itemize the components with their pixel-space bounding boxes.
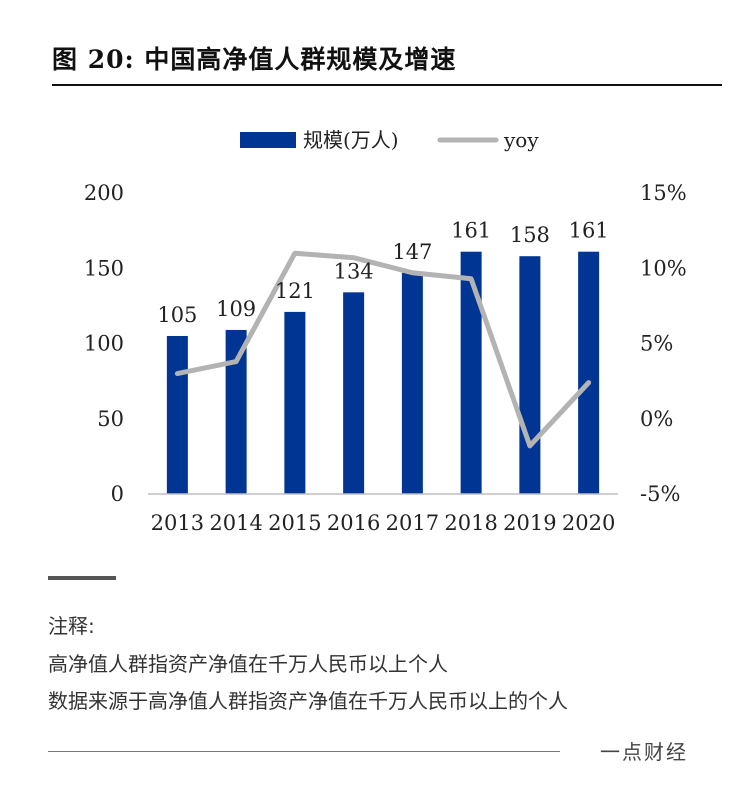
x-axis-tick-label: 2019 bbox=[503, 511, 556, 535]
bar bbox=[519, 256, 541, 494]
data-label: 121 bbox=[275, 279, 315, 303]
data-label: 105 bbox=[157, 303, 197, 327]
left-axis-tick-label: 0 bbox=[111, 482, 124, 506]
legend-bar-swatch bbox=[240, 132, 296, 148]
data-label: 161 bbox=[451, 219, 491, 243]
x-axis-tick-label: 2018 bbox=[444, 511, 497, 535]
yoy-line-group bbox=[174, 250, 592, 449]
figure-title: 图 20: 中国高净值人群规模及增速 bbox=[52, 45, 457, 74]
x-axis-tick-label: 2015 bbox=[268, 511, 321, 535]
left-axis-tick-label: 50 bbox=[97, 407, 124, 431]
x-axis-tick-label: 2017 bbox=[386, 511, 439, 535]
right-axis-tick-label: 15% bbox=[640, 181, 687, 205]
note-line-1: 高净值人群指资产净值在千万人民币以上个人 bbox=[48, 652, 448, 676]
x-axis-tick-label: 2014 bbox=[209, 511, 262, 535]
legend-bar-label: 规模(万人) bbox=[303, 128, 399, 152]
right-axis-tick-label: 0% bbox=[640, 407, 673, 431]
footer-rule bbox=[48, 751, 560, 752]
note-line-2: 数据来源于高净值人群指资产净值在千万人民币以上的个人 bbox=[48, 689, 568, 713]
left-axis: 0 50 100 150 200 bbox=[84, 181, 124, 506]
x-axis-tick-label: 2016 bbox=[327, 511, 380, 535]
bar bbox=[578, 251, 600, 494]
x-axis-tick-label: 2013 bbox=[151, 511, 204, 535]
note-heading: 注释: bbox=[48, 614, 95, 638]
bars bbox=[166, 251, 600, 494]
bar bbox=[401, 272, 423, 494]
data-label: 158 bbox=[510, 223, 550, 247]
left-axis-tick-label: 100 bbox=[84, 332, 124, 356]
yoy-line bbox=[174, 250, 592, 449]
footer-brand: 一点财经 bbox=[600, 740, 688, 764]
title-rule bbox=[52, 84, 722, 86]
bar bbox=[225, 329, 247, 494]
chart: 规模(万人) yoy 0 50 100 150 200 -5% 0% 5% 10% 15% 105… bbox=[84, 128, 687, 535]
bar bbox=[284, 311, 306, 494]
data-label: 109 bbox=[216, 297, 256, 321]
data-label: 134 bbox=[334, 259, 374, 283]
legend-line-label: yoy bbox=[503, 128, 539, 152]
right-axis-tick-label: 5% bbox=[640, 332, 673, 356]
note-accent-bar bbox=[48, 576, 116, 580]
data-label: 161 bbox=[569, 219, 609, 243]
data-label: 147 bbox=[392, 240, 432, 264]
left-axis-tick-label: 150 bbox=[84, 256, 124, 280]
bar bbox=[166, 335, 188, 494]
bar bbox=[343, 292, 365, 494]
legend: 规模(万人) yoy bbox=[240, 128, 539, 152]
x-axis: 2013 2014 2015 2016 2017 2018 2019 2020 bbox=[148, 493, 618, 535]
data-labels: 105 109 121 134 147 161 158 161 bbox=[157, 219, 608, 327]
x-axis-tick-label: 2020 bbox=[562, 511, 615, 535]
right-axis-tick-label: -5% bbox=[640, 482, 680, 506]
left-axis-tick-label: 200 bbox=[84, 181, 124, 205]
right-axis-tick-label: 10% bbox=[640, 256, 687, 280]
right-axis: -5% 0% 5% 10% 15% bbox=[640, 181, 687, 506]
bar bbox=[460, 251, 482, 494]
